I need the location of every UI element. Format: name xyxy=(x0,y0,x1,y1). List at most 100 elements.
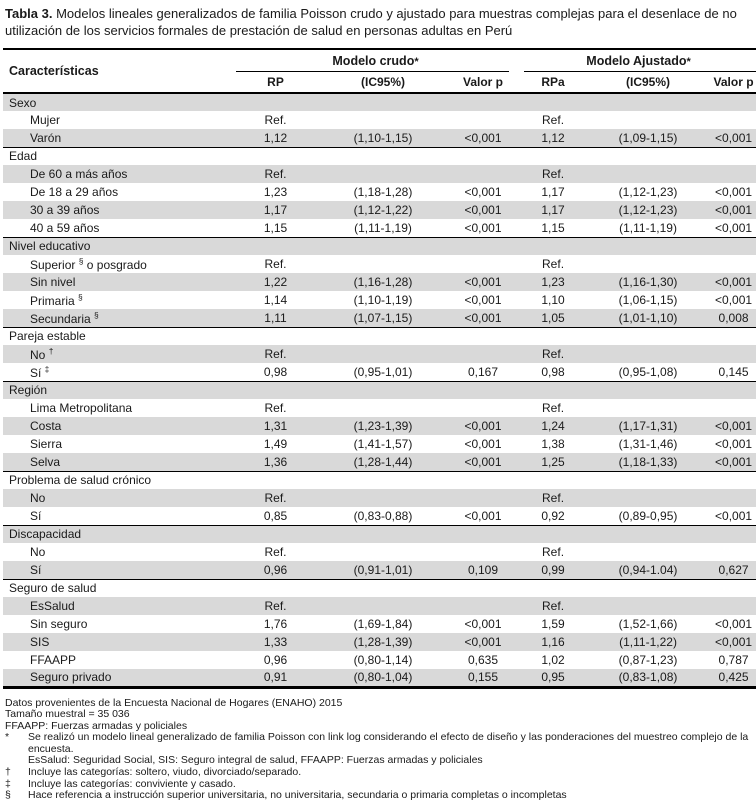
footnote-line: ‡ Incluye las categorías: conviviente y c… xyxy=(5,778,751,791)
cell-value: 1,76 xyxy=(263,617,288,631)
cell-value: (1,16-1,28) xyxy=(353,275,413,289)
cell-value: (1,07-1,15) xyxy=(353,310,413,325)
row-label: Selva xyxy=(30,454,61,469)
col-header-ic95-ajustado: (IC95%) xyxy=(588,72,709,94)
cell-value: <0,001 xyxy=(715,454,753,469)
row-label: De 18 a 29 años xyxy=(30,185,119,199)
cell-value: (1,12-1,23) xyxy=(618,185,678,199)
cell-value: 1,17 xyxy=(541,203,565,217)
table-row: No † Ref. Ref. xyxy=(3,345,756,363)
cell-value: (1,69-1,84) xyxy=(353,617,413,631)
cell-value: 1,16 xyxy=(541,635,565,649)
cell-value: Ref. xyxy=(542,113,565,127)
cell-value: 1,02 xyxy=(541,653,565,667)
cell-value xyxy=(318,111,448,129)
cell-value xyxy=(588,345,708,363)
footnote-marker: † xyxy=(48,346,54,356)
table-row: No Ref. Ref. xyxy=(3,543,756,561)
footnote-text: Hace referencia a instrucción superior u… xyxy=(28,789,567,802)
footnote-marker: § xyxy=(94,309,99,320)
row-label: No xyxy=(30,545,46,559)
table-row: 40 a 59 años 1,15 (1,11-1,19) <0,001 1,15 (1,… xyxy=(3,219,756,237)
table-row: EsSalud Ref. Ref. xyxy=(3,597,756,615)
cell-value: Ref. xyxy=(542,491,565,505)
table-row: Sí 0,96 (0,91-1,01) 0,109 0,99 (0,94-1.04) 0,6… xyxy=(3,561,756,579)
cell-value: <0,001 xyxy=(464,419,502,433)
cell-value: <0,001 xyxy=(715,419,753,433)
footnote-line: † Incluye las categorías: soltero, viudo,… xyxy=(5,766,751,779)
cell-value xyxy=(448,399,518,417)
cell-value: (1,23-1,39) xyxy=(353,419,413,433)
row-label: 40 a 59 años xyxy=(30,220,100,235)
group-header-modelo-crudo: Modelo crudo* xyxy=(233,49,518,72)
cell-value: (0,87-1,23) xyxy=(618,653,678,667)
row-label: De 60 a más años xyxy=(30,167,128,181)
asterisk-marker: * xyxy=(414,56,419,68)
cell-value: 1,17 xyxy=(541,185,565,199)
asterisk-marker: * xyxy=(686,56,691,68)
cell-value: (1,11-1,19) xyxy=(619,220,677,235)
cell-value: 0,145 xyxy=(718,364,749,379)
footnote-line: FFAAPP: Fuerzas armadas y policiales xyxy=(5,720,751,733)
footnote-line: Tamaño muestral = 35 036 xyxy=(5,708,751,721)
cell-value xyxy=(708,543,756,561)
table-row: Sí 0,85 (0,83-0,88) <0,001 0,92 (0,89-0,95) <0… xyxy=(3,507,756,525)
cell-value: 1,17 xyxy=(263,203,288,217)
cell-value: (1,18-1,33) xyxy=(618,454,678,469)
cell-value xyxy=(318,255,448,273)
cell-value: Ref. xyxy=(264,347,287,361)
col-header-rp: RP xyxy=(233,72,318,94)
footnote-marker: § xyxy=(78,292,83,302)
cell-value: 0,99 xyxy=(541,562,565,577)
cell-value: Ref. xyxy=(542,545,565,559)
cell-value xyxy=(318,345,448,363)
cell-value: <0,001 xyxy=(715,437,753,451)
cell-value: 1,15 xyxy=(263,220,288,235)
cell-value xyxy=(588,111,708,129)
cell-value: 0,787 xyxy=(718,653,749,667)
cell-value: 0,167 xyxy=(468,364,499,379)
table-row: Selva 1,36 (1,28-1,44) <0,001 1,25 (1,18-1,33… xyxy=(3,453,756,471)
table-row: Varón 1,12 (1,10-1,15) <0,001 1,12 (1,09-1,15… xyxy=(3,129,756,147)
cell-value: (1,16-1,30) xyxy=(618,275,678,289)
section-label: Seguro de salud xyxy=(3,578,756,597)
row-label: Seguro privado xyxy=(30,670,112,685)
cell-value: Ref. xyxy=(264,545,287,559)
table-row: De 18 a 29 años 1,23 (1,18-1,28) <0,001 1,17… xyxy=(3,183,756,201)
cell-value: <0,001 xyxy=(715,203,753,217)
cell-value: <0,001 xyxy=(464,310,502,325)
cell-value: 0,96 xyxy=(263,653,288,667)
table-row: Sin seguro 1,76 (1,69-1,84) <0,001 1,59 (1,52… xyxy=(3,615,756,633)
row-label: Primaria § xyxy=(30,292,83,308)
header-sub-row: RP (IC95%) Valor p RPa (IC95%) Valor p xyxy=(3,72,756,94)
cell-value: 1,05 xyxy=(541,310,565,325)
cell-value: Ref. xyxy=(264,167,287,181)
cell-value: 0,85 xyxy=(263,508,288,523)
cell-value: 0,635 xyxy=(468,653,499,667)
row-label: Sierra xyxy=(30,437,63,451)
row-label: FFAAPP xyxy=(30,653,77,667)
cell-value: (1,31-1,46) xyxy=(618,437,678,451)
cell-value: <0,001 xyxy=(464,617,502,631)
cell-value xyxy=(588,255,708,273)
cell-value: (0,89-0,95) xyxy=(618,508,678,523)
cell-value: (1,18-1,28) xyxy=(353,185,413,199)
footnote-line: EsSalud: Seguridad Social, SIS: Seguro i… xyxy=(5,755,751,767)
cell-value xyxy=(318,165,448,183)
table-row: 30 a 39 años 1,17 (1,12-1,22) <0,001 1,17 (1,… xyxy=(3,201,756,219)
cell-value xyxy=(448,345,518,363)
cell-value xyxy=(318,399,448,417)
footnote-text: Incluye las categorías: soltero, viudo, … xyxy=(28,766,302,779)
cell-value: (0,95-1,01) xyxy=(353,364,413,379)
table-row: Lima Metropolitana Ref. Ref. xyxy=(3,399,756,417)
cell-value: <0,001 xyxy=(715,130,753,145)
results-table: Características Modelo crudo* Modelo Aju… xyxy=(3,48,756,689)
footnotes: Datos provenientes de la Encuesta Nacion… xyxy=(3,697,753,802)
cell-value: <0,001 xyxy=(715,617,753,631)
cell-value: (1,17-1,31) xyxy=(618,419,678,433)
table-row: FFAAPP 0,96 (0,80-1,14) 0,635 1,02 (0,87-1,23… xyxy=(3,651,756,669)
row-label: Superior § o posgrado xyxy=(30,256,147,272)
cell-value: 1,33 xyxy=(263,635,288,649)
section-label: Discapacidad xyxy=(3,524,756,543)
cell-value: (0,80-1,14) xyxy=(353,653,413,667)
